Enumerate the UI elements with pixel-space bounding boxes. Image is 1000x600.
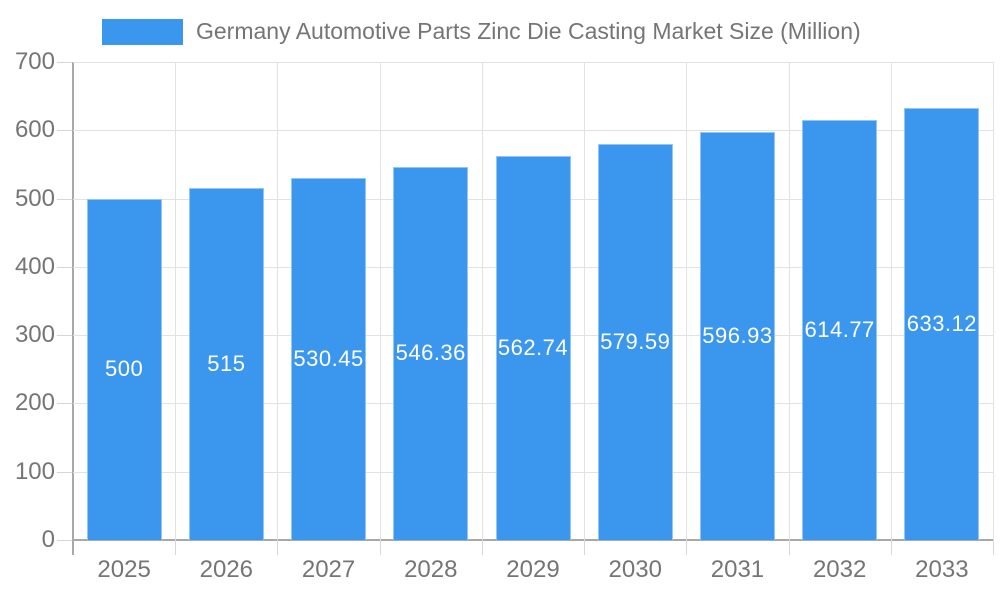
y-axis-label: 500 [14,184,55,212]
y-axis-tick [57,198,72,200]
x-axis-label: 2032 [812,556,867,583]
x-axis-label: 2028 [404,556,458,583]
y-axis-tick [57,471,72,473]
x-gridline [277,62,279,540]
x-axis-tick [788,540,790,555]
x-axis-label: 2026 [199,556,254,583]
y-axis-label: 400 [14,252,55,280]
x-gridline [788,62,790,540]
x-gridline [993,62,994,540]
x-axis-label: 2031 [710,556,765,583]
bar[interactable] [597,144,673,540]
y-gridline [73,130,993,132]
x-gridline [890,62,892,540]
bar[interactable] [86,198,162,540]
x-axis-tick [379,540,381,555]
y-axis-label: 200 [14,389,55,417]
x-axis-label: 2029 [506,556,560,583]
y-axis-tick [57,540,72,541]
y-axis-label: 700 [14,48,55,75]
x-axis-tick [993,540,994,555]
x-axis-label: 2027 [301,556,356,583]
y-axis-tick [57,335,72,337]
legend-swatch [102,18,183,45]
x-gridline [175,62,177,540]
x-gridline [379,62,381,540]
bar[interactable] [904,107,980,540]
x-axis-line [73,539,993,541]
plot-area: 0 100 200 300 400 500 600 700 500 2025 515 2026 530.… [15,50,994,582]
x-axis-label: 2030 [608,556,662,583]
bar[interactable] [393,166,469,540]
bar[interactable] [188,188,264,540]
y-axis-label: 100 [14,457,55,485]
x-gridline [481,62,483,540]
x-axis-tick [890,540,892,555]
bar[interactable] [802,120,878,540]
y-axis-label: 300 [14,321,55,349]
x-axis-label: 2033 [915,556,969,583]
legend-item[interactable]: Germany Automotive Parts Zinc Die Castin… [102,18,861,45]
y-gridline [73,62,993,63]
y-axis-tick [57,130,72,132]
x-axis-tick [481,540,483,555]
y-axis-tick [57,62,72,63]
x-axis-tick [686,540,688,555]
x-gridline [584,62,586,540]
y-axis-line [72,62,74,555]
bar[interactable] [291,177,367,540]
bar[interactable] [699,132,775,540]
legend-label: Germany Automotive Parts Zinc Die Castin… [196,18,861,44]
x-axis-tick [175,540,177,555]
y-axis-tick [57,403,72,405]
x-axis-tick [277,540,279,555]
x-gridline [686,62,688,540]
x-axis-tick [584,540,586,555]
y-axis-label: 0 [41,526,55,553]
x-axis-label: 2025 [97,556,151,583]
bar[interactable] [495,155,571,540]
y-axis-label: 600 [14,116,55,144]
y-axis-tick [57,266,72,268]
